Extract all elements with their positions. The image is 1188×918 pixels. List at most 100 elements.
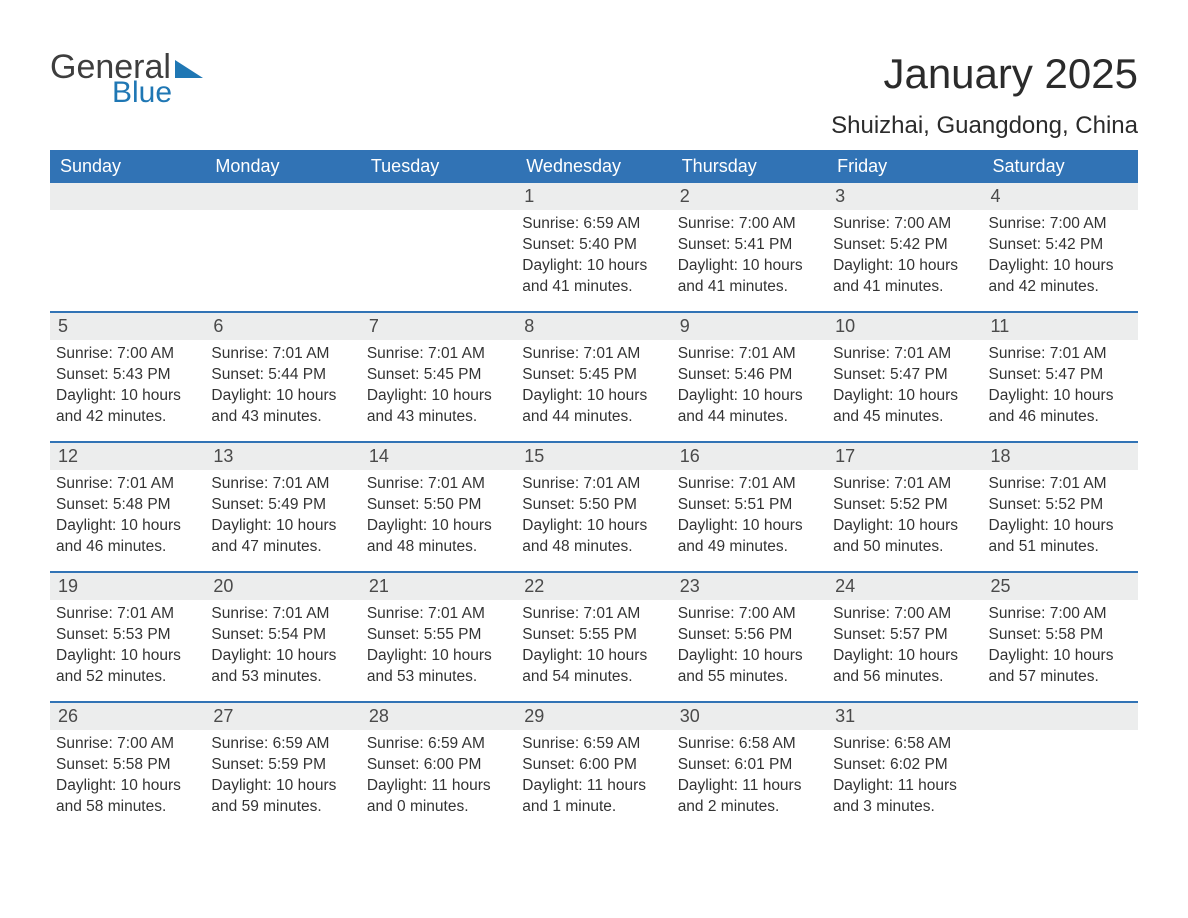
day-cell: 9Sunrise: 7:01 AMSunset: 5:46 PMDaylight… xyxy=(672,313,827,441)
day-number xyxy=(205,183,360,210)
sunrise-text: Sunrise: 7:00 AM xyxy=(56,344,199,365)
day-info: Sunrise: 7:01 AMSunset: 5:49 PMDaylight:… xyxy=(211,474,354,558)
day-info: Sunrise: 7:00 AMSunset: 5:58 PMDaylight:… xyxy=(56,734,199,818)
sunset-text: Sunset: 5:55 PM xyxy=(522,625,665,646)
week-row: 1Sunrise: 6:59 AMSunset: 5:40 PMDaylight… xyxy=(50,183,1138,311)
sunset-text: Sunset: 5:45 PM xyxy=(367,365,510,386)
sunset-text: Sunset: 5:41 PM xyxy=(678,235,821,256)
day-cell: 10Sunrise: 7:01 AMSunset: 5:47 PMDayligh… xyxy=(827,313,982,441)
day-cell: 13Sunrise: 7:01 AMSunset: 5:49 PMDayligh… xyxy=(205,443,360,571)
day-info: Sunrise: 7:00 AMSunset: 5:43 PMDaylight:… xyxy=(56,344,199,428)
day-number: 28 xyxy=(361,703,516,730)
sunset-text: Sunset: 5:47 PM xyxy=(989,365,1132,386)
day-cell: 24 Sunrise: 7:00 AMSunset: 5:57 PMDayligh… xyxy=(827,573,982,701)
sunrise-text: Sunrise: 7:01 AM xyxy=(211,344,354,365)
day-cell: 14Sunrise: 7:01 AMSunset: 5:50 PMDayligh… xyxy=(361,443,516,571)
day-cell: 19Sunrise: 7:01 AMSunset: 5:53 PMDayligh… xyxy=(50,573,205,701)
sunset-text: Sunset: 6:02 PM xyxy=(833,755,976,776)
daylight-text: Daylight: 10 hours and 42 minutes. xyxy=(989,256,1132,298)
day-cell: 4Sunrise: 7:00 AMSunset: 5:42 PMDaylight… xyxy=(983,183,1138,311)
sunset-text: Sunset: 5:43 PM xyxy=(56,365,199,386)
daylight-text: Daylight: 10 hours and 52 minutes. xyxy=(56,646,199,688)
day-number: 16 xyxy=(672,443,827,470)
sunrise-text: Sunrise: 7:01 AM xyxy=(989,474,1132,495)
daylight-text: Daylight: 10 hours and 56 minutes. xyxy=(833,646,976,688)
day-cell: 22Sunrise: 7:01 AMSunset: 5:55 PMDayligh… xyxy=(516,573,671,701)
day-info: Sunrise: 7:00 AMSunset: 5:42 PMDaylight:… xyxy=(833,214,976,298)
daylight-text: Daylight: 10 hours and 53 minutes. xyxy=(211,646,354,688)
day-number: 26 xyxy=(50,703,205,730)
daylight-text: Daylight: 10 hours and 57 minutes. xyxy=(989,646,1132,688)
day-info: Sunrise: 7:01 AMSunset: 5:54 PMDaylight:… xyxy=(211,604,354,688)
month-title: January 2025 xyxy=(831,50,1138,98)
daylight-text: Daylight: 10 hours and 47 minutes. xyxy=(211,516,354,558)
week-row: 19Sunrise: 7:01 AMSunset: 5:53 PMDayligh… xyxy=(50,571,1138,701)
day-info: Sunrise: 7:01 AMSunset: 5:46 PMDaylight:… xyxy=(678,344,821,428)
day-number: 12 xyxy=(50,443,205,470)
sunrise-text: Sunrise: 7:01 AM xyxy=(833,344,976,365)
day-number: 11 xyxy=(983,313,1138,340)
daylight-text: Daylight: 10 hours and 43 minutes. xyxy=(211,386,354,428)
sunrise-text: Sunrise: 7:01 AM xyxy=(989,344,1132,365)
daylight-text: Daylight: 10 hours and 43 minutes. xyxy=(367,386,510,428)
dayname-wed: Wednesday xyxy=(516,150,671,183)
day-info: Sunrise: 7:01 AMSunset: 5:44 PMDaylight:… xyxy=(211,344,354,428)
week-row: 5Sunrise: 7:00 AMSunset: 5:43 PMDaylight… xyxy=(50,311,1138,441)
day-info: Sunrise: 7:01 AMSunset: 5:53 PMDaylight:… xyxy=(56,604,199,688)
day-info: Sunrise: 7:01 AMSunset: 5:50 PMDaylight:… xyxy=(367,474,510,558)
day-number: 15 xyxy=(516,443,671,470)
daylight-text: Daylight: 10 hours and 53 minutes. xyxy=(367,646,510,688)
day-info: Sunrise: 7:00 AMSunset: 5:41 PMDaylight:… xyxy=(678,214,821,298)
sunrise-text: Sunrise: 7:00 AM xyxy=(833,604,976,625)
weeks-container: 1Sunrise: 6:59 AMSunset: 5:40 PMDaylight… xyxy=(50,183,1138,831)
sunset-text: Sunset: 5:57 PM xyxy=(833,625,976,646)
daylight-text: Daylight: 10 hours and 55 minutes. xyxy=(678,646,821,688)
week-row: 12 Sunrise: 7:01 AM Sunset: 5:48 PM Dayligh… xyxy=(50,441,1138,571)
day-cell: 16Sunrise: 7:01 AMSunset: 5:51 PMDayligh… xyxy=(672,443,827,571)
day-number: 24 xyxy=(827,573,982,600)
sunset-text: Sunset: 5:51 PM xyxy=(678,495,821,516)
title-block: January 2025 Shuizhai, Guangdong, China xyxy=(831,50,1138,140)
day-cell: 3Sunrise: 7:00 AMSunset: 5:42 PMDaylight… xyxy=(827,183,982,311)
dayname-sun: Sunday xyxy=(50,150,205,183)
sunset-text: Sunset: 5:56 PM xyxy=(678,625,821,646)
day-info: Sunrise: 7:01 AMSunset: 5:47 PMDaylight:… xyxy=(989,344,1132,428)
sunrise-text: Sunrise: 6:58 AM xyxy=(833,734,976,755)
day-info: Sunrise: 6:58 AMSunset: 6:02 PMDaylight:… xyxy=(833,734,976,818)
sunset-text: Sunset: 5:50 PM xyxy=(522,495,665,516)
day-cell: 31Sunrise: 6:58 AMSunset: 6:02 PMDayligh… xyxy=(827,703,982,831)
daylight-text: Daylight: 10 hours and 48 minutes. xyxy=(522,516,665,558)
day-number: 27 xyxy=(205,703,360,730)
sunrise-text: Sunrise: 7:01 AM xyxy=(211,604,354,625)
day-number: 29 xyxy=(516,703,671,730)
day-cell xyxy=(361,183,516,311)
daylight-text: Daylight: 10 hours and 50 minutes. xyxy=(833,516,976,558)
day-info: Sunrise: 6:59 AMSunset: 5:40 PMDaylight:… xyxy=(522,214,665,298)
day-number: 21 xyxy=(361,573,516,600)
day-cell: 25Sunrise: 7:00 AMSunset: 5:58 PMDayligh… xyxy=(983,573,1138,701)
day-cell: 17Sunrise: 7:01 AMSunset: 5:52 PMDayligh… xyxy=(827,443,982,571)
sunset-text: Sunset: 5:45 PM xyxy=(522,365,665,386)
day-info: Sunrise: 7:01 AMSunset: 5:50 PMDaylight:… xyxy=(522,474,665,558)
sunrise-text: Sunrise: 7:01 AM xyxy=(211,474,354,495)
sunset-text: Sunset: 5:48 PM xyxy=(56,495,199,516)
sunset-text: Sunset: 5:47 PM xyxy=(833,365,976,386)
daylight-text: Daylight: 11 hours and 2 minutes. xyxy=(678,776,821,818)
day-info: Sunrise: 6:59 AMSunset: 5:59 PMDaylight:… xyxy=(211,734,354,818)
day-cell: 12Sunrise: 7:01 AMSunset: 5:48 PMDayligh… xyxy=(50,443,205,571)
sunset-text: Sunset: 5:58 PM xyxy=(989,625,1132,646)
dayname-tue: Tuesday xyxy=(361,150,516,183)
sunrise-text: Sunrise: 7:01 AM xyxy=(522,344,665,365)
day-info: Sunrise: 7:01 AMSunset: 5:45 PMDaylight:… xyxy=(522,344,665,428)
dayname-sat: Saturday xyxy=(983,150,1138,183)
sunrise-text: Sunrise: 6:59 AM xyxy=(522,734,665,755)
calendar: Sunday Monday Tuesday Wednesday Thursday… xyxy=(50,150,1138,831)
sunrise-text: Sunrise: 7:01 AM xyxy=(522,474,665,495)
day-cell: 15 Sunrise: 7:01 AMSunset: 5:50 PMDayligh… xyxy=(516,443,671,571)
day-number xyxy=(361,183,516,210)
day-info: Sunrise: 6:58 AMSunset: 6:01 PMDaylight:… xyxy=(678,734,821,818)
daylight-text: Daylight: 10 hours and 41 minutes. xyxy=(833,256,976,298)
sunrise-text: Sunrise: 7:01 AM xyxy=(367,604,510,625)
day-cell: 8Sunrise: 7:01 AMSunset: 5:45 PMDaylight… xyxy=(516,313,671,441)
day-number: 22 xyxy=(516,573,671,600)
